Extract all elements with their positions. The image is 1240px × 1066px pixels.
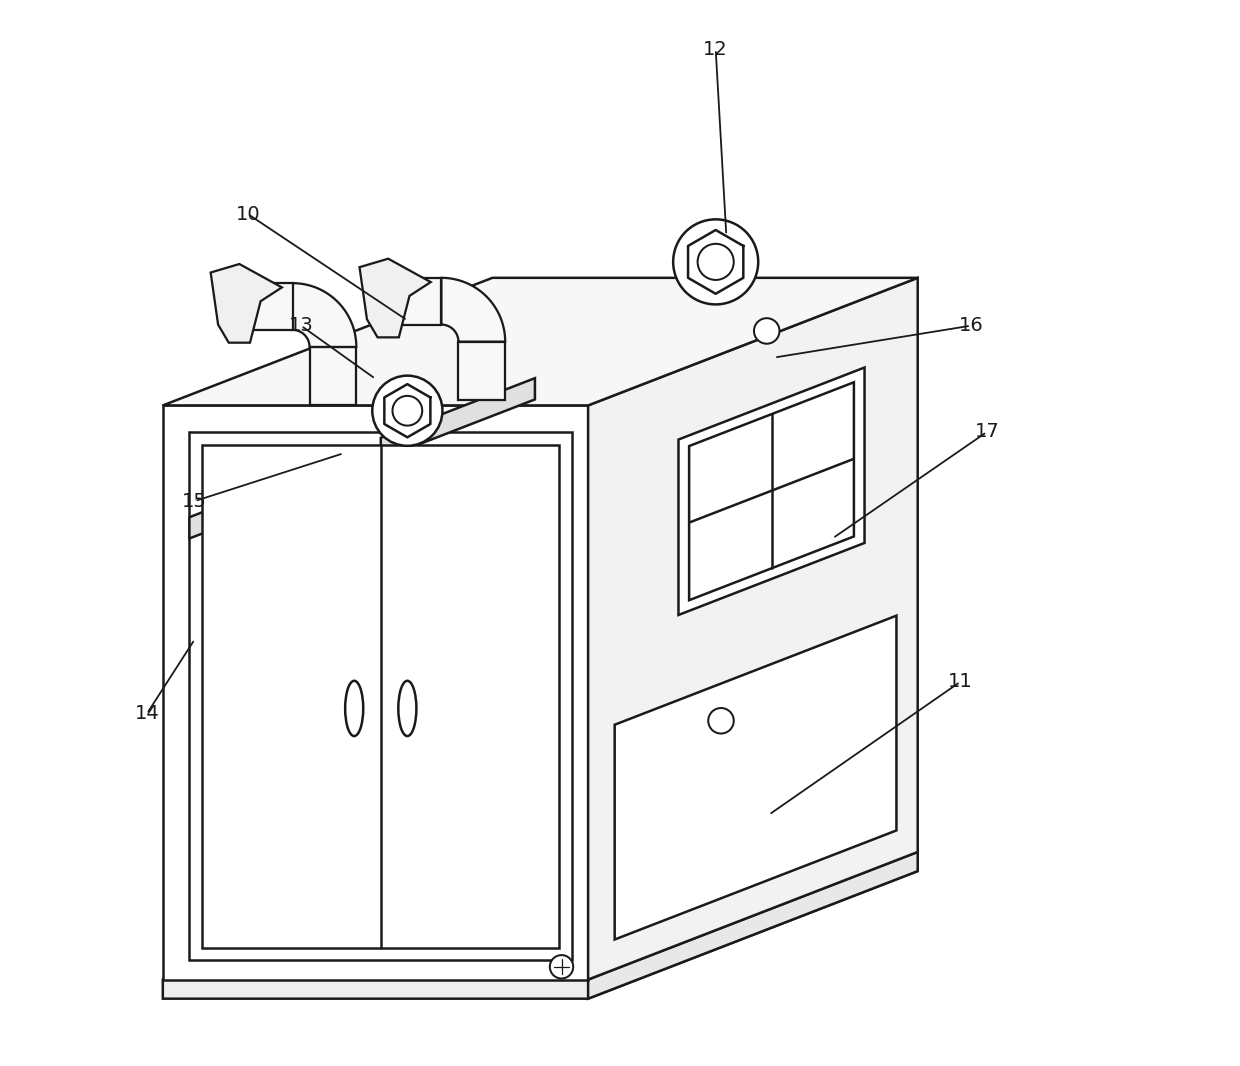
Polygon shape: [441, 278, 505, 341]
Polygon shape: [689, 383, 854, 600]
Polygon shape: [678, 368, 864, 615]
Polygon shape: [234, 284, 293, 329]
Circle shape: [393, 395, 423, 425]
Polygon shape: [162, 278, 918, 405]
Polygon shape: [202, 445, 559, 948]
Circle shape: [673, 220, 758, 305]
Ellipse shape: [345, 681, 363, 737]
Text: 14: 14: [134, 705, 159, 723]
Polygon shape: [211, 264, 281, 342]
Polygon shape: [190, 455, 348, 538]
Circle shape: [754, 318, 780, 343]
Polygon shape: [360, 259, 430, 337]
Text: 12: 12: [703, 39, 728, 59]
Text: 11: 11: [947, 673, 972, 692]
Polygon shape: [162, 852, 918, 999]
Polygon shape: [162, 405, 588, 980]
Polygon shape: [459, 341, 505, 400]
Text: 13: 13: [289, 317, 314, 335]
Polygon shape: [310, 346, 356, 405]
Text: 17: 17: [975, 422, 999, 441]
Text: 16: 16: [959, 317, 983, 335]
Polygon shape: [293, 284, 356, 346]
Polygon shape: [615, 616, 897, 939]
Circle shape: [372, 375, 443, 446]
Polygon shape: [190, 432, 572, 960]
Polygon shape: [588, 852, 918, 999]
Circle shape: [708, 708, 734, 733]
Polygon shape: [381, 378, 534, 459]
Polygon shape: [588, 278, 918, 980]
Circle shape: [549, 955, 573, 979]
Text: 15: 15: [182, 491, 207, 511]
Polygon shape: [383, 278, 441, 325]
Circle shape: [698, 244, 734, 280]
Text: 10: 10: [236, 205, 260, 224]
Ellipse shape: [398, 681, 417, 737]
